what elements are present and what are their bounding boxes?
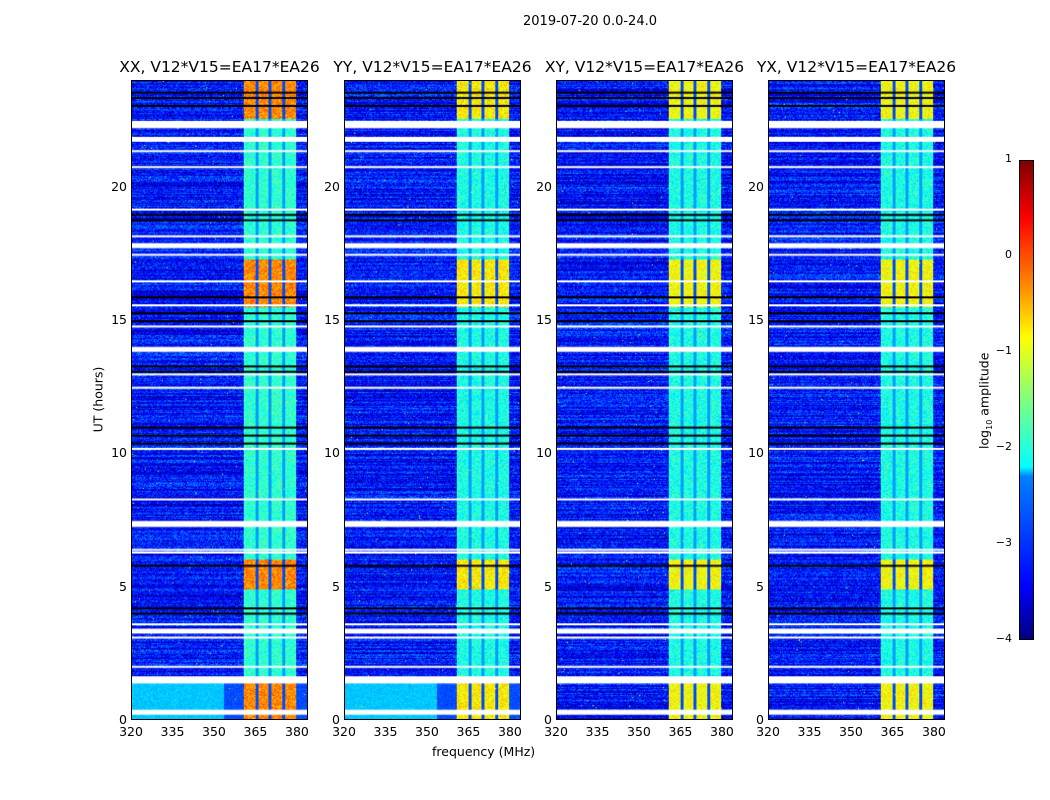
y-tick-label: 5 [119, 578, 127, 594]
panel-title: XY, V12*V15=EA17*EA26 [544, 58, 745, 76]
x-tick-label: 335 [160, 724, 185, 739]
y-tick-label: 0 [332, 712, 340, 727]
y-tick-label: 0 [119, 712, 127, 727]
x-tick-label: 335 [373, 724, 398, 739]
heatmap-panel-3 [768, 80, 945, 720]
colorbar-tick-label: −2 [995, 440, 1012, 453]
y-tick-label: 5 [332, 578, 340, 594]
x-tick-label: 365 [668, 724, 693, 739]
y-axis-label: UT (hours) [90, 366, 106, 433]
y-tick-label: 0 [756, 712, 764, 727]
heatmap-panel-1 [344, 80, 521, 720]
x-tick-label: 350 [415, 724, 439, 739]
x-tick-label: 350 [839, 724, 863, 739]
y-tick-label: 20 [324, 178, 340, 194]
y-tick-label: 20 [536, 178, 552, 194]
y-tick-label: 10 [111, 445, 127, 461]
x-tick-label: 335 [797, 724, 822, 739]
x-axis-label: frequency (MHz) [432, 744, 536, 759]
colorbar-tick-label: 1 [1005, 152, 1012, 165]
y-tick-label: 15 [536, 312, 552, 327]
colorbar-tick-label: −4 [995, 632, 1012, 645]
x-tick-label: 365 [456, 724, 481, 739]
y-tick-label: 10 [324, 445, 340, 461]
y-tick-label: 15 [111, 312, 127, 327]
colorbar-tick-label: 0 [1005, 248, 1012, 261]
colorbar-label: log10 amplitude [976, 352, 994, 449]
y-tick-label: 5 [544, 578, 552, 594]
x-tick-label: 380 [710, 724, 734, 739]
panel-title: YX, V12*V15=EA17*EA26 [756, 58, 957, 76]
colorbar-tick-label: −3 [995, 536, 1012, 549]
colorbar [1019, 160, 1034, 640]
x-tick-label: 350 [202, 724, 226, 739]
x-tick-label: 320 [332, 724, 356, 739]
y-tick-label: 0 [544, 712, 552, 727]
y-tick-label: 20 [748, 178, 764, 194]
x-tick-label: 365 [880, 724, 905, 739]
heatmap-panel-0 [131, 80, 308, 720]
x-tick-label: 350 [627, 724, 651, 739]
heatmap-panel-2 [556, 80, 733, 720]
x-tick-label: 380 [285, 724, 309, 739]
y-tick-label: 5 [756, 578, 764, 594]
x-tick-label: 320 [119, 724, 143, 739]
y-tick-label: 15 [324, 312, 340, 327]
x-tick-label: 320 [756, 724, 780, 739]
x-tick-label: 365 [243, 724, 268, 739]
x-tick-label: 380 [498, 724, 522, 739]
x-tick-label: 380 [922, 724, 946, 739]
figure-title: 2019-07-20 0.0-24.0 [523, 14, 657, 29]
y-tick-label: 10 [748, 445, 764, 461]
colorbar-tick-label: −1 [995, 344, 1012, 357]
x-tick-label: 335 [585, 724, 610, 739]
panel-title: XX, V12*V15=EA17*EA26 [119, 58, 320, 76]
y-tick-label: 20 [111, 178, 127, 194]
y-tick-label: 10 [536, 445, 552, 461]
panel-title: YY, V12*V15=EA17*EA26 [333, 58, 532, 76]
y-tick-label: 15 [748, 312, 764, 327]
x-tick-label: 320 [544, 724, 568, 739]
